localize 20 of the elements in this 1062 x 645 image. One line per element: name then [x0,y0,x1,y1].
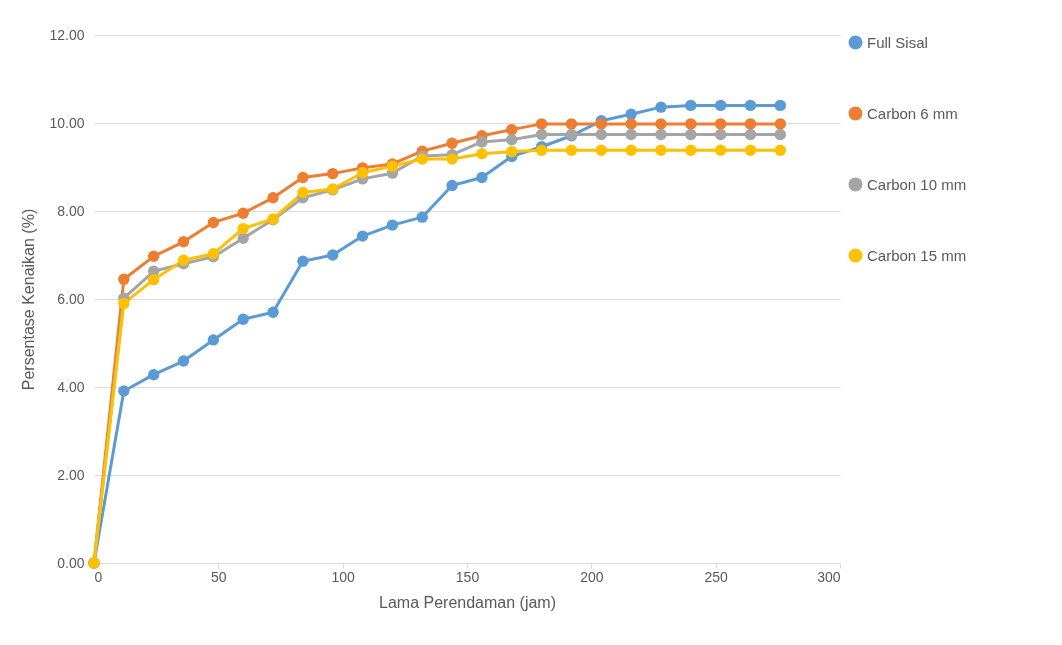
x-tick-label: 0 [94,568,103,585]
y-tick-label: 8.00 [57,202,85,219]
x-tick-label: 100 [331,568,356,585]
legend-label: Carbon 6 mm [867,104,958,122]
x-tick-label: 300 [817,568,841,585]
y-tick-label: 2.00 [57,466,85,483]
legend-label: Carbon 10 mm [867,175,967,193]
y-axis-title: Persentase Kenaikan (%) [20,208,38,391]
y-tick-label: 10.00 [49,114,85,131]
y-tick-label: 6.00 [57,290,85,307]
legend-label: Carbon 15 mm [867,246,967,264]
legend-label: Full Sisal [867,33,928,51]
x-tick-label: 50 [211,568,227,585]
y-tick-label: 12.00 [49,26,85,43]
x-axis-title: Lama Perendaman (jam) [379,593,556,611]
x-tick-label: 150 [455,568,480,585]
x-tick-label: 250 [704,568,729,585]
x-tick-label: 200 [580,568,604,585]
y-tick-label: 0.00 [57,554,85,571]
y-tick-label: 4.00 [57,378,85,395]
